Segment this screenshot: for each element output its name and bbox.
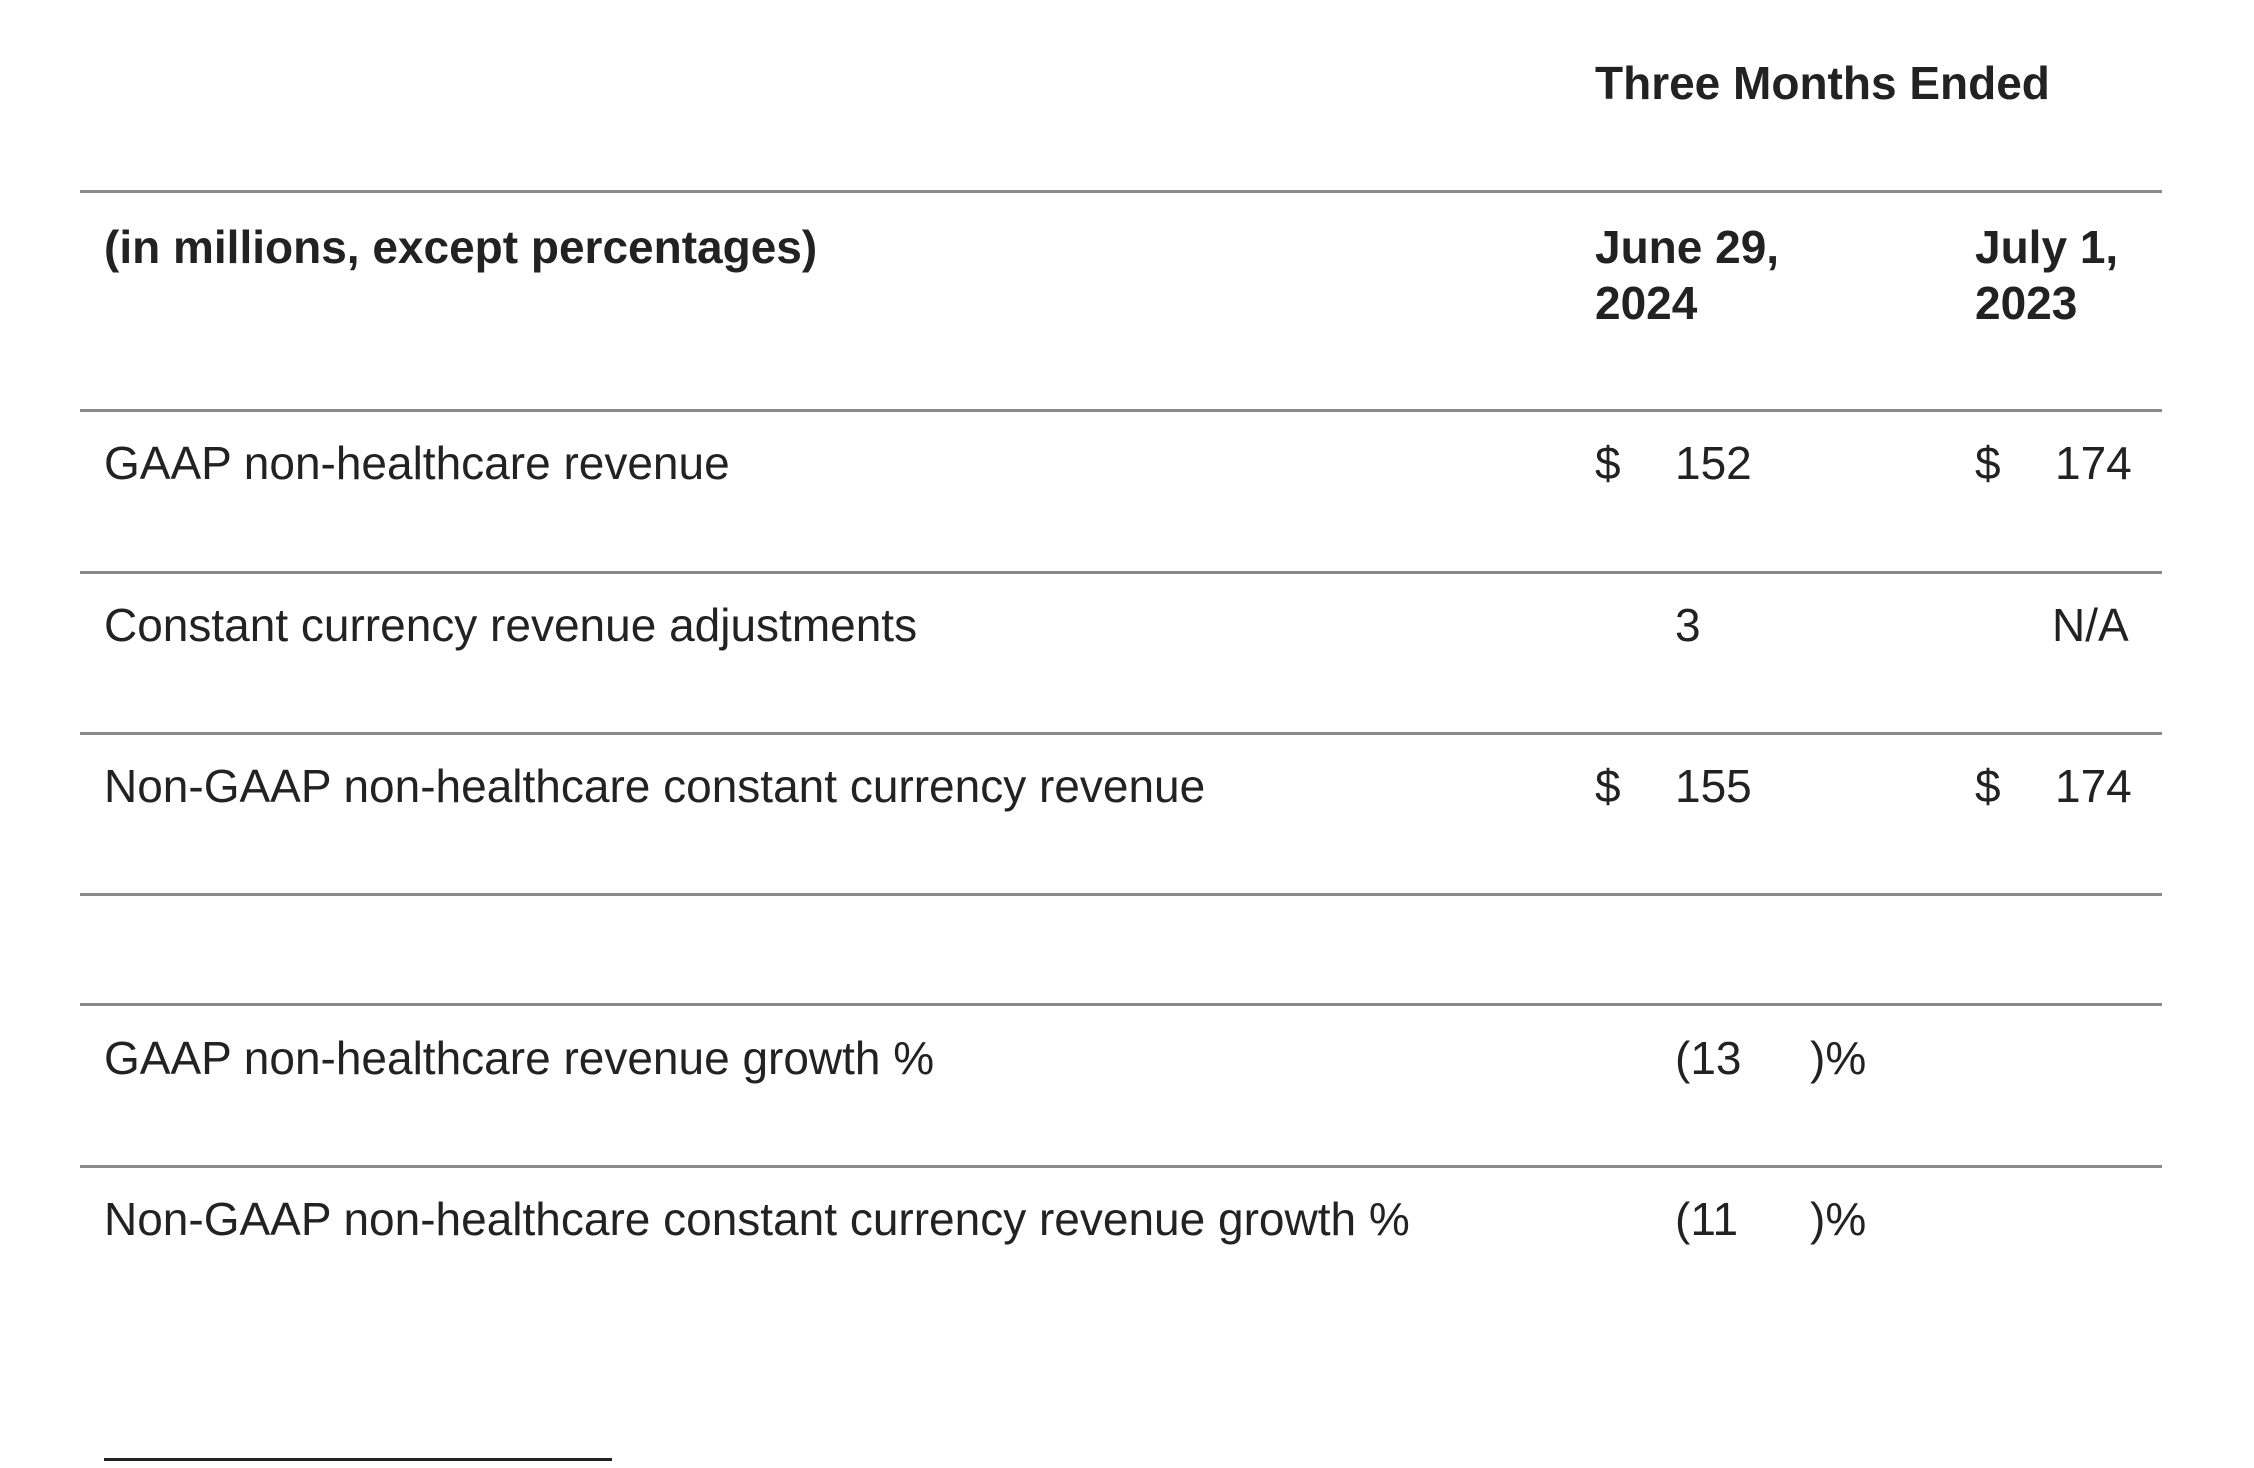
table-rule [80, 409, 2162, 412]
column-header-2024-line2: 2024 [1595, 277, 1698, 329]
currency-symbol: $ [1595, 760, 1621, 812]
table-rule [80, 893, 2162, 896]
value-2023: 174 [2055, 437, 2132, 489]
growth-suffix: )% [1810, 1032, 1867, 1084]
footnote-separator [104, 1458, 612, 1461]
column-header-2023-line2: 2023 [1975, 277, 2078, 329]
table-rule [80, 571, 2162, 574]
value-2023: N/A [2052, 599, 2129, 651]
row-label-gaap-growth: GAAP non-healthcare revenue growth % [104, 1032, 935, 1084]
value-2024: 155 [1675, 760, 1752, 812]
row-label-gaap-revenue: GAAP non-healthcare revenue [104, 437, 730, 489]
row-label-non-gaap-growth: Non-GAAP non-healthcare constant currenc… [104, 1193, 1410, 1245]
row-label-non-gaap-revenue: Non-GAAP non-healthcare constant currenc… [104, 760, 1206, 812]
value-2023: 174 [2055, 760, 2132, 812]
table-rule [80, 190, 2162, 193]
column-header-2024-line1: June 29, [1595, 221, 1780, 273]
currency-symbol: $ [1975, 437, 2001, 489]
growth-suffix: )% [1810, 1193, 1867, 1245]
table-rule [80, 1003, 2162, 1006]
units-label: (in millions, except percentages) [104, 221, 818, 273]
growth-value-2024: (11 [1675, 1193, 1739, 1245]
value-2024: 152 [1675, 437, 1752, 489]
row-label-constant-currency-adjustments: Constant currency revenue adjustments [104, 599, 918, 651]
value-2024: 3 [1675, 599, 1701, 651]
table-rule [80, 1165, 2162, 1168]
currency-symbol: $ [1595, 437, 1621, 489]
period-header: Three Months Ended [1595, 57, 2050, 109]
growth-value-2024: (13 [1675, 1032, 1742, 1084]
currency-symbol: $ [1975, 760, 2001, 812]
column-header-2023-line1: July 1, [1975, 221, 2119, 273]
table-rule [80, 732, 2162, 735]
